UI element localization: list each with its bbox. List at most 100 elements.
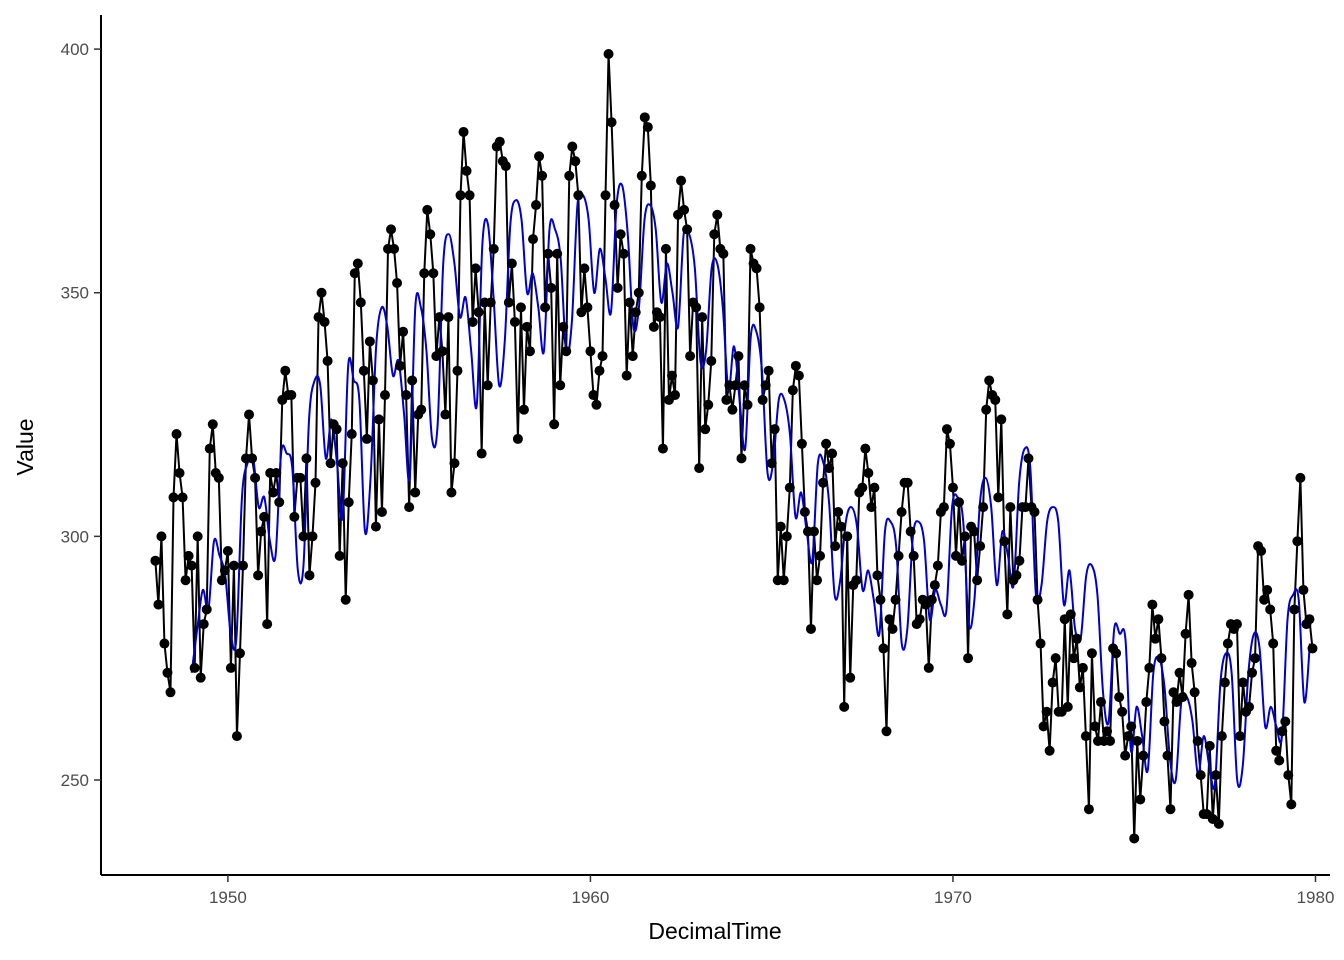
data-point xyxy=(639,112,650,123)
data-point xyxy=(1162,750,1173,761)
y-tick-label: 400 xyxy=(61,40,89,59)
data-point xyxy=(364,336,375,347)
data-point xyxy=(615,229,626,240)
data-point xyxy=(244,409,255,420)
data-point xyxy=(512,433,523,444)
data-point xyxy=(1005,502,1016,513)
data-point xyxy=(247,453,258,464)
data-point xyxy=(594,365,605,376)
data-point xyxy=(301,453,312,464)
data-point xyxy=(1292,536,1303,547)
data-point xyxy=(334,550,345,561)
data-point xyxy=(349,268,360,279)
data-point xyxy=(963,653,974,664)
data-point xyxy=(763,365,774,376)
data-point xyxy=(467,316,478,327)
data-point xyxy=(636,170,647,181)
data-point xyxy=(1189,687,1200,698)
y-tick-label: 350 xyxy=(61,284,89,303)
data-point xyxy=(485,297,496,308)
data-point xyxy=(162,667,173,678)
data-point xyxy=(340,594,351,605)
data-point xyxy=(1023,453,1034,464)
data-point xyxy=(781,531,792,542)
data-point xyxy=(1277,726,1288,737)
data-point xyxy=(573,190,584,201)
x-tick-label: 1970 xyxy=(934,888,972,907)
data-point xyxy=(905,526,916,537)
data-point xyxy=(757,394,768,405)
data-point xyxy=(153,599,164,610)
data-point xyxy=(316,287,327,298)
data-point xyxy=(981,404,992,415)
data-point xyxy=(201,604,212,615)
data-point xyxy=(449,458,460,469)
data-point xyxy=(289,511,300,522)
data-point xyxy=(796,438,807,449)
data-point xyxy=(1186,658,1197,669)
data-point xyxy=(1105,736,1116,747)
data-point xyxy=(700,424,711,435)
data-point xyxy=(944,438,955,449)
data-point xyxy=(280,365,291,376)
data-point xyxy=(1153,614,1164,625)
data-point xyxy=(189,662,200,673)
data-point xyxy=(1262,584,1273,595)
data-point xyxy=(787,385,798,396)
data-point xyxy=(972,575,983,586)
data-point xyxy=(600,190,611,201)
data-point xyxy=(1195,770,1206,781)
data-point xyxy=(685,351,696,362)
data-point xyxy=(446,487,457,498)
data-point xyxy=(706,355,717,366)
data-point xyxy=(549,419,560,430)
data-point xyxy=(376,507,387,517)
data-point xyxy=(1083,804,1094,815)
y-axis: 250 300 350 400 xyxy=(61,15,102,875)
data-point xyxy=(219,565,230,576)
data-point xyxy=(881,726,892,737)
data-point xyxy=(1129,833,1140,844)
data-point xyxy=(908,550,919,561)
data-point xyxy=(830,541,841,552)
data-point xyxy=(358,365,369,376)
data-point xyxy=(546,282,557,293)
data-point xyxy=(860,443,871,454)
data-point xyxy=(1032,594,1043,605)
data-point xyxy=(183,550,194,561)
data-point xyxy=(401,390,412,401)
data-point xyxy=(295,472,306,483)
data-point xyxy=(863,468,874,479)
data-point xyxy=(990,394,1001,405)
data-point xyxy=(766,458,777,469)
data-point xyxy=(875,594,886,605)
data-point xyxy=(682,224,693,235)
data-point xyxy=(1234,731,1245,742)
data-point xyxy=(1280,716,1291,727)
data-point xyxy=(204,443,215,454)
data-point xyxy=(473,307,484,318)
data-point xyxy=(812,575,823,586)
data-point xyxy=(150,555,161,566)
data-point xyxy=(657,443,668,454)
x-tick-label: 1960 xyxy=(572,888,610,907)
x-tick-label: 1950 xyxy=(209,888,247,907)
data-point xyxy=(736,453,747,464)
x-axis: 1950 1960 1970 1980 xyxy=(101,874,1334,907)
data-point xyxy=(676,175,687,186)
data-point xyxy=(808,526,819,537)
data-point xyxy=(824,463,835,474)
data-point xyxy=(960,531,971,542)
data-point xyxy=(805,623,816,634)
data-point xyxy=(343,497,354,508)
data-point xyxy=(425,229,436,240)
data-point xyxy=(410,487,421,498)
data-point xyxy=(268,487,279,498)
data-point xyxy=(993,492,1004,503)
data-point xyxy=(1168,687,1179,698)
data-point xyxy=(271,468,282,479)
data-point xyxy=(954,497,964,508)
data-point xyxy=(609,200,620,211)
data-point xyxy=(443,312,454,323)
data-point xyxy=(1038,721,1049,732)
